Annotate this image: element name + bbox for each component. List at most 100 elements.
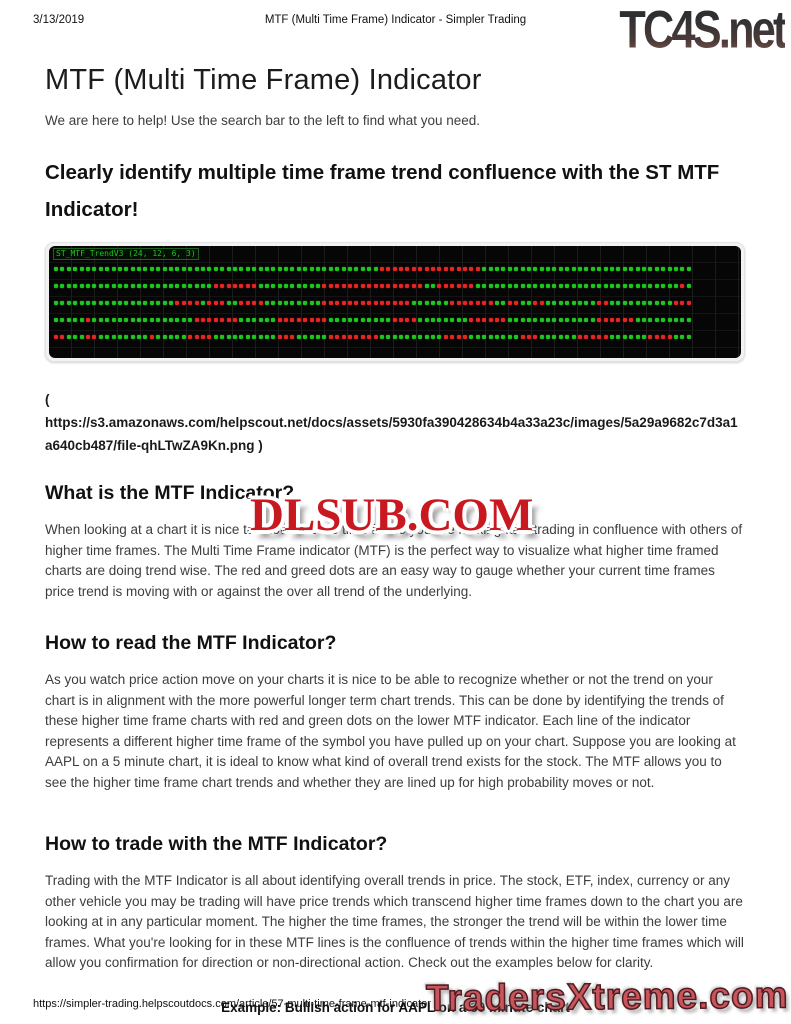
green-trend-dot <box>654 301 659 305</box>
red-trend-dot <box>188 301 193 305</box>
green-trend-dot <box>488 335 493 339</box>
green-trend-dot <box>379 318 384 322</box>
red-trend-dot <box>354 335 359 339</box>
green-trend-dot <box>558 318 563 322</box>
green-trend-dot <box>686 318 691 322</box>
green-trend-dot <box>258 335 263 339</box>
green-trend-dot <box>92 301 97 305</box>
green-trend-dot <box>258 284 263 288</box>
green-trend-dot <box>590 267 595 271</box>
green-trend-dot <box>437 318 442 322</box>
green-trend-dot <box>111 284 116 288</box>
green-trend-dot <box>648 318 653 322</box>
green-trend-dot <box>296 284 301 288</box>
red-trend-dot <box>149 335 154 339</box>
red-trend-dot <box>322 318 327 322</box>
red-trend-dot <box>290 318 295 322</box>
green-trend-dot <box>488 284 493 288</box>
green-trend-dot <box>162 335 167 339</box>
green-trend-dot <box>641 267 646 271</box>
green-trend-dot <box>156 335 161 339</box>
green-trend-dot <box>117 284 122 288</box>
green-trend-dot <box>673 335 678 339</box>
green-trend-dot <box>558 335 563 339</box>
green-trend-dot <box>539 318 544 322</box>
green-trend-dot <box>188 318 193 322</box>
red-trend-dot <box>450 267 455 271</box>
green-trend-dot <box>526 301 531 305</box>
red-trend-dot <box>232 284 237 288</box>
green-trend-dot <box>418 301 423 305</box>
green-trend-dot <box>418 335 423 339</box>
green-trend-dot <box>162 267 167 271</box>
print-document-title: MTF (Multi Time Frame) Indicator - Simpl… <box>264 14 527 26</box>
heading-how-to-read: How to read the MTF Indicator? <box>45 632 337 654</box>
green-trend-dot <box>482 267 487 271</box>
green-trend-dot <box>73 318 78 322</box>
green-trend-dot <box>220 335 225 339</box>
green-trend-dot <box>60 284 65 288</box>
red-trend-dot <box>399 318 404 322</box>
green-trend-dot <box>264 267 269 271</box>
green-trend-dot <box>175 267 180 271</box>
green-trend-dot <box>264 301 269 305</box>
green-trend-dot <box>354 318 359 322</box>
green-trend-dot <box>124 318 129 322</box>
red-trend-dot <box>373 335 378 339</box>
green-trend-dot <box>130 267 135 271</box>
dot-row <box>54 267 693 271</box>
green-trend-dot <box>526 284 531 288</box>
print-date: 3/13/2019 <box>33 14 85 26</box>
footer-url: https://simpler-trading.helpscoutdocs.co… <box>33 998 431 1010</box>
green-trend-dot <box>482 284 487 288</box>
green-trend-dot <box>411 335 416 339</box>
image-link-paren[interactable]: ( <box>45 392 50 407</box>
red-trend-dot <box>514 301 519 305</box>
red-trend-dot <box>367 301 372 305</box>
red-trend-dot <box>213 284 218 288</box>
green-trend-dot <box>584 267 589 271</box>
green-trend-dot <box>232 267 237 271</box>
green-trend-dot <box>284 267 289 271</box>
green-trend-dot <box>507 318 512 322</box>
image-link-line1[interactable]: https://s3.amazonaws.com/helpscout.net/d… <box>45 415 738 430</box>
green-trend-dot <box>277 284 282 288</box>
green-trend-dot <box>641 301 646 305</box>
red-trend-dot <box>578 335 583 339</box>
image-link-line2[interactable]: a640cb487/file-qhLTwZA9Kn.png ) <box>45 438 263 453</box>
green-trend-dot <box>296 335 301 339</box>
green-trend-dot <box>175 284 180 288</box>
green-trend-dot <box>111 301 116 305</box>
example-caption: Example: Bullish action for AAPL on a 30… <box>221 999 570 1015</box>
green-trend-dot <box>392 335 397 339</box>
red-trend-dot <box>488 318 493 322</box>
red-trend-dot <box>290 335 295 339</box>
red-trend-dot <box>475 267 480 271</box>
green-trend-dot <box>590 318 595 322</box>
green-trend-dot <box>494 301 499 305</box>
green-trend-dot <box>316 301 321 305</box>
green-trend-dot <box>622 267 627 271</box>
green-trend-dot <box>405 335 410 339</box>
red-trend-dot <box>443 335 448 339</box>
green-trend-dot <box>200 284 205 288</box>
green-trend-dot <box>130 301 135 305</box>
green-trend-dot <box>79 267 84 271</box>
green-trend-dot <box>507 267 512 271</box>
green-trend-dot <box>258 318 263 322</box>
red-trend-dot <box>405 301 410 305</box>
red-trend-dot <box>207 318 212 322</box>
red-trend-dot <box>232 318 237 322</box>
green-trend-dot <box>137 267 142 271</box>
green-trend-dot <box>673 267 678 271</box>
red-trend-dot <box>418 284 423 288</box>
red-trend-dot <box>360 301 365 305</box>
red-trend-dot <box>54 335 58 339</box>
red-trend-dot <box>245 301 250 305</box>
image-source-link[interactable]: ( https://s3.amazonaws.com/helpscout.net… <box>45 388 746 457</box>
green-trend-dot <box>616 301 621 305</box>
green-trend-dot <box>264 318 269 322</box>
green-trend-dot <box>360 318 365 322</box>
red-trend-dot <box>456 267 461 271</box>
green-trend-dot <box>667 318 672 322</box>
